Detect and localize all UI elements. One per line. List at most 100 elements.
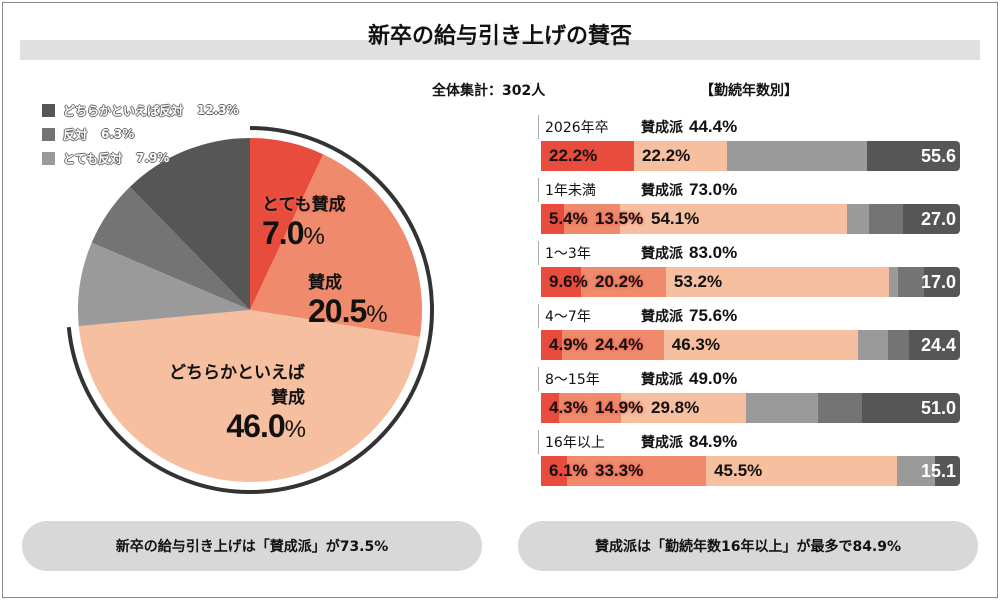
legend-value: 6.3%	[101, 127, 135, 141]
segment-label: 4.3%	[549, 398, 588, 417]
stacked-bar	[541, 204, 960, 234]
favor-total: 75.6%	[689, 306, 738, 325]
by-years-heading: 【勤続年数別】	[700, 83, 798, 99]
bar-segment	[746, 393, 818, 423]
group-name: 1年未満	[545, 183, 596, 199]
legend-value: 12.3%	[197, 103, 239, 117]
segment-label: 4.9%	[549, 335, 588, 354]
favor-label: 賛成派	[641, 120, 683, 136]
bar-segment	[903, 204, 960, 234]
bar-row: 8〜15年 賛成派 49.0% 4.3% 14.9% 29.8% 51.0	[538, 367, 962, 429]
favor-label: 賛成派	[641, 183, 683, 199]
favor-total: 49.0%	[689, 369, 738, 388]
stacked-bar	[541, 330, 960, 360]
row-label: 4〜7年 賛成派 75.6%	[538, 304, 737, 328]
segment-label: 14.9%	[595, 398, 644, 417]
segment-label: 45.5%	[714, 461, 763, 480]
bar-row: 1年未満 賛成派 73.0% 5.4% 13.5% 54.1% 27.0	[538, 178, 962, 240]
group-name: 4〜7年	[545, 309, 591, 325]
oppose-total: 24.4	[920, 335, 956, 355]
bar-segment	[621, 393, 747, 423]
favor-arc	[66, 126, 434, 494]
bar-segment	[566, 456, 707, 486]
legend-value: 7.9%	[136, 151, 170, 165]
value: 7.0%	[262, 215, 325, 251]
value: 46.0%	[226, 408, 306, 444]
row-label: 16年以上 賛成派 84.9%	[538, 430, 737, 454]
segment-label: 9.6%	[549, 272, 588, 291]
row-label: 2026年卒 賛成派 44.4%	[538, 115, 737, 139]
segment-label: 29.8%	[651, 398, 700, 417]
bar-segment	[620, 204, 847, 234]
bar-segment	[846, 204, 870, 234]
group-name: 8〜15年	[545, 372, 600, 388]
oppose-total: 51.0	[920, 398, 956, 418]
bar-segment	[541, 393, 560, 423]
favor-total: 83.0%	[689, 243, 738, 262]
bar-segment	[817, 393, 862, 423]
segment-label: 22.2%	[549, 146, 598, 165]
row-label: 8〜15年 賛成派 49.0%	[538, 367, 737, 391]
favor-label: 賛成派	[641, 435, 683, 451]
segment-label: 6.1%	[549, 461, 588, 480]
stacked-bar	[541, 141, 960, 171]
bar-segment	[857, 330, 889, 360]
bar-segment	[541, 204, 564, 234]
pie-legend: どちらかといえば反対 12.3% 反対 6.3% とても反対 7.9%	[42, 98, 239, 170]
bar-segment	[665, 267, 889, 297]
segment-label: 13.5%	[595, 209, 644, 228]
pie-label-favor: 賛成 20.5%	[308, 273, 388, 329]
bar-row: 4〜7年 賛成派 75.6% 4.9% 24.4% 46.3% 24.4	[538, 304, 962, 366]
bar-segment	[581, 267, 666, 297]
oppose-total: 27.0	[920, 209, 956, 229]
pie-label-very-favor: とても賛成 7.0%	[262, 195, 346, 251]
bar-segment	[861, 393, 960, 423]
total-respondents: 全体集計：302人	[432, 83, 546, 99]
bar-segment	[888, 267, 898, 297]
pie-slice	[78, 242, 250, 327]
bar-segment	[727, 141, 867, 171]
pie-slice	[250, 138, 324, 310]
bar-segment	[869, 204, 904, 234]
bar-segment	[541, 456, 567, 486]
bar-segment	[561, 330, 664, 360]
oppose-total: 17.0	[920, 272, 956, 292]
group-name: 16年以上	[545, 435, 605, 451]
stacked-bar	[541, 267, 960, 297]
favor-total: 44.4%	[689, 117, 738, 136]
oppose-total: 55.6	[920, 146, 956, 166]
pie-label-somewhat-favor: どちらかといえば 賛成 46.0%	[120, 358, 306, 445]
value: 20.5%	[308, 293, 388, 329]
bar-segment	[896, 456, 935, 486]
segment-label: 20.2%	[595, 272, 644, 291]
bar-segment	[634, 141, 728, 171]
favor-label: 賛成派	[641, 246, 683, 262]
bar-segment	[559, 393, 622, 423]
row-label: 1〜3年 賛成派 83.0%	[538, 241, 737, 265]
stacked-bar	[541, 456, 960, 486]
legend-label: とても反対	[63, 151, 123, 166]
segment-label: 24.4%	[595, 335, 644, 354]
legend-swatch	[42, 127, 55, 141]
segment-label: 5.4%	[549, 209, 588, 228]
favor-total: 73.0%	[689, 180, 738, 199]
bar-row: 16年以上 賛成派 84.9% 6.1% 33.3% 45.5% 15.1	[538, 430, 962, 492]
legend-swatch	[42, 151, 55, 165]
bar-segment	[541, 330, 562, 360]
favor-total: 84.9%	[689, 432, 738, 451]
pie-slice	[91, 186, 250, 310]
summary-left: 新卒の給与引き上げは「賛成派」が73.5%	[22, 521, 482, 571]
chart-title: 新卒の給与引き上げの賛否	[367, 24, 632, 49]
bar-segment	[897, 267, 925, 297]
bar-segment	[563, 204, 621, 234]
pie-slice	[250, 154, 422, 337]
bar-segment	[934, 456, 960, 486]
bar-segment	[866, 141, 960, 171]
pie-slice	[129, 138, 250, 310]
label-line: どちらかといえば 賛成	[169, 363, 305, 408]
bar-segment	[706, 456, 897, 486]
bar-segment	[541, 267, 582, 297]
legend-item: とても反対 7.9%	[42, 146, 239, 170]
segment-label: 22.2%	[642, 146, 691, 165]
